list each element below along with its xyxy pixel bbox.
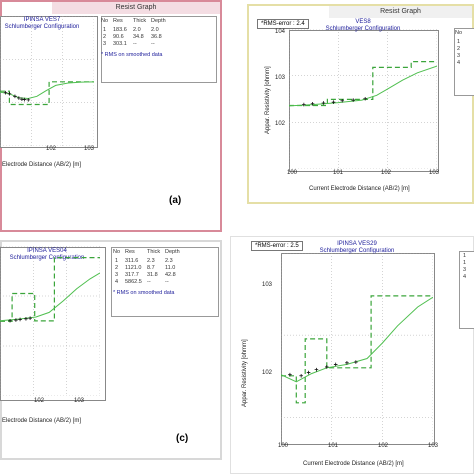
x-axis-label: Current Electrode Distance (AB/2) [m]	[309, 186, 410, 192]
panel-c: IPINSA VES04 Schlumberger Configuration …	[0, 240, 222, 460]
window-title-bar: Resist Graph	[329, 6, 472, 18]
plot-area	[0, 247, 106, 401]
panel-b: Resist Graph *RMS-error : 2.4 VES8 Schlu…	[247, 4, 474, 204]
plot-title: IPINSA VES29	[337, 241, 377, 247]
layer-legend	[111, 247, 219, 317]
panel-a: Resist Graph IPINSA VES7 Schlumberger Co…	[0, 0, 222, 232]
y-axis-label: Appar. Resistivity [ohmm]	[242, 339, 248, 407]
rms-box: *RMS-error : 2.5	[251, 241, 303, 251]
panel-label: (a)	[169, 195, 182, 206]
plot-subtitle: Schlumberger Configuration	[4, 24, 80, 30]
plot-subtitle: Schlumberger Configuration	[325, 26, 401, 32]
x-axis-label: Electrode Distance (AB/2) [m]	[2, 418, 82, 424]
layer-legend	[454, 28, 474, 96]
y-axis-label: Appar. Resistivity [ohmm]	[265, 66, 271, 134]
plot-title: VES8	[355, 19, 371, 25]
layer-legend	[101, 16, 217, 83]
plot-area	[0, 16, 98, 148]
window-title-bar: Resist Graph	[52, 2, 220, 14]
rms-value: 2.5	[290, 243, 299, 249]
rms-box: *RMS-error : 2.4	[257, 19, 309, 29]
rms-label: *RMS-error :	[261, 21, 295, 27]
plot-area	[281, 253, 435, 445]
x-axis-label: Electrode Distance (AB/2) [m]	[2, 162, 82, 168]
rms-label: *RMS-error :	[255, 243, 289, 249]
plot-subtitle: Schlumberger Configuration	[319, 248, 395, 254]
panel-d: *RMS-error : 2.5 IPINSA VES29 Schlumberg…	[230, 236, 474, 474]
plot-title: IPINSA VES7	[23, 17, 61, 23]
panel-label: (c)	[176, 433, 189, 444]
plot-subtitle: Schlumberger Configuration	[9, 255, 85, 261]
plot-title: IPINSA VES04	[27, 248, 67, 254]
x-axis-label: Current Electrode Distance (AB/2) [m]	[303, 461, 404, 467]
rms-value: 2.4	[296, 21, 305, 27]
layer-legend	[459, 251, 474, 329]
plot-area	[289, 30, 439, 172]
